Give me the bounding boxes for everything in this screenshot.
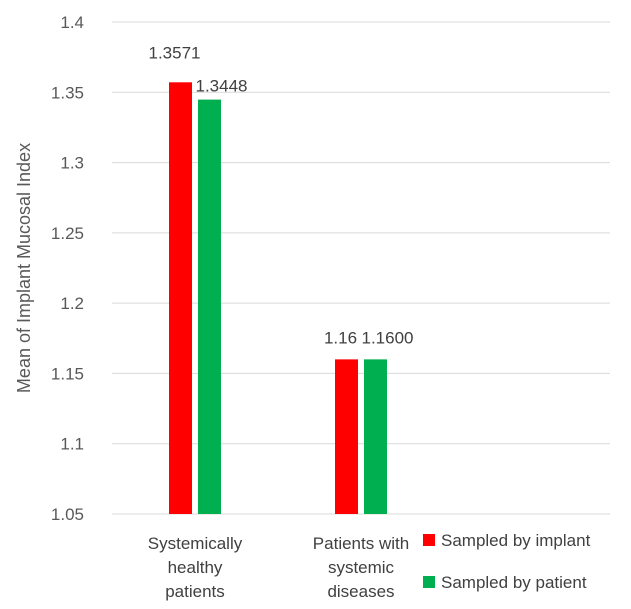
y-tick-label: 1.05 <box>51 505 84 524</box>
x-category-label: Systemically <box>148 534 243 553</box>
bar <box>364 359 387 514</box>
legend-swatch <box>423 534 435 546</box>
x-category-label: healthy <box>168 558 223 577</box>
x-category-label: diseases <box>327 582 394 601</box>
gridlines <box>112 21 610 515</box>
y-tick-label: 1.25 <box>51 224 84 243</box>
data-label: 1.1600 <box>362 328 414 347</box>
y-tick-label: 1.15 <box>51 364 84 383</box>
y-axis-ticks: 1.05 1.1 1.15 1.2 1.25 1.3 1.35 1.4 <box>51 13 84 524</box>
x-axis-categories: Systemically healthy patients Patients with… <box>148 534 409 601</box>
x-category-label: Patients with <box>313 534 409 553</box>
y-tick-label: 1.3 <box>60 154 84 173</box>
data-label: 1.3571 <box>149 43 201 62</box>
y-axis-title: Mean of Implant Mucosal Index <box>14 143 34 393</box>
legend-swatch <box>423 576 435 588</box>
data-label: 1.16 <box>324 328 357 347</box>
y-tick-label: 1.4 <box>60 13 84 32</box>
bars <box>169 82 387 514</box>
x-category-label: systemic <box>328 558 395 577</box>
x-category-label: patients <box>165 582 225 601</box>
legend-label: Sampled by patient <box>441 573 587 592</box>
data-labels: 1.3571 1.3448 1.16 1.1600 <box>149 43 414 347</box>
bar <box>198 99 221 514</box>
bar <box>335 359 358 514</box>
data-label: 1.3448 <box>196 77 248 96</box>
bar <box>169 82 192 514</box>
legend-label: Sampled by implant <box>441 531 591 550</box>
y-tick-label: 1.1 <box>60 435 84 454</box>
y-tick-label: 1.2 <box>60 294 84 313</box>
legend: Sampled by implant Sampled by patient <box>423 531 591 592</box>
y-tick-label: 1.35 <box>51 83 84 102</box>
